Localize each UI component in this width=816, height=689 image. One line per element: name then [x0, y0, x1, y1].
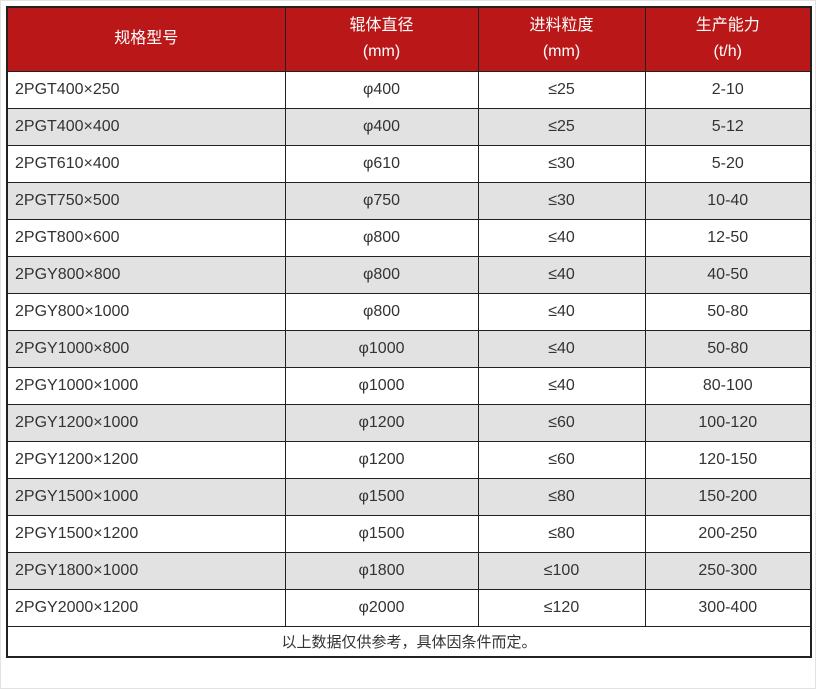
diameter-cell: φ800: [284, 255, 479, 294]
capacity-cell: 150-200: [644, 477, 812, 516]
feed-size-cell: ≤30: [477, 144, 646, 183]
diameter-cell: φ1200: [284, 440, 479, 479]
footer-row: 以上数据仅供参考，具体因条件而定。: [6, 625, 812, 658]
table-row: 2PGY1500×1000 φ1500 ≤80 150-200: [6, 477, 812, 516]
feed-size-cell: ≤80: [477, 514, 646, 553]
model-cell: 2PGT400×250: [6, 70, 286, 109]
table-row: 2PGT800×600 φ800 ≤40 12-50: [6, 218, 812, 257]
diameter-cell: φ1800: [284, 551, 479, 590]
capacity-cell: 80-100: [644, 366, 812, 405]
col-header-model: 规格型号: [6, 6, 286, 72]
model-cell: 2PGY1200×1200: [6, 440, 286, 479]
capacity-cell: 300-400: [644, 588, 812, 627]
capacity-cell: 10-40: [644, 181, 812, 220]
col-header-diameter: 辊体直径 (mm): [284, 6, 479, 72]
feed-size-cell: ≤100: [477, 551, 646, 590]
table-body: 2PGT400×250 φ400 ≤25 2-10 2PGT400×400 φ400 ≤25…: [6, 70, 812, 627]
table-row: 2PGY800×1000 φ800 ≤40 50-80: [6, 292, 812, 331]
diameter-cell: φ1000: [284, 329, 479, 368]
capacity-cell: 200-250: [644, 514, 812, 553]
diameter-cell: φ610: [284, 144, 479, 183]
feed-size-cell: ≤60: [477, 403, 646, 442]
model-cell: 2PGY800×800: [6, 255, 286, 294]
capacity-cell: 2-10: [644, 70, 812, 109]
feed-size-cell: ≤40: [477, 255, 646, 294]
diameter-cell: φ800: [284, 292, 479, 331]
col-header-model-label: 规格型号: [114, 30, 179, 48]
diameter-cell: φ800: [284, 218, 479, 257]
table-row: 2PGY1800×1000 φ1800 ≤100 250-300: [6, 551, 812, 590]
model-cell: 2PGY1800×1000: [6, 551, 286, 590]
diameter-cell: φ2000: [284, 588, 479, 627]
capacity-cell: 5-20: [644, 144, 812, 183]
diameter-cell: φ1500: [284, 514, 479, 553]
model-cell: 2PGY1500×1200: [6, 514, 286, 553]
feed-size-cell: ≤40: [477, 292, 646, 331]
capacity-cell: 12-50: [644, 218, 812, 257]
model-cell: 2PGY1500×1000: [6, 477, 286, 516]
header-row: 规格型号 辊体直径 (mm) 进料粒度 (mm) 生产能力 (t/h): [6, 6, 812, 72]
feed-size-cell: ≤40: [477, 329, 646, 368]
table-row: 2PGT610×400 φ610 ≤30 5-20: [6, 144, 812, 183]
capacity-cell: 50-80: [644, 329, 812, 368]
footer-note: 以上数据仅供参考，具体因条件而定。: [6, 625, 812, 658]
table-header: 规格型号 辊体直径 (mm) 进料粒度 (mm) 生产能力 (t/h): [6, 6, 812, 72]
table-row: 2PGT750×500 φ750 ≤30 10-40: [6, 181, 812, 220]
table-row: 2PGY1200×1000 φ1200 ≤60 100-120: [6, 403, 812, 442]
model-cell: 2PGY1000×1000: [6, 366, 286, 405]
feed-size-cell: ≤60: [477, 440, 646, 479]
col-header-diameter-label: 辊体直径: [349, 17, 414, 35]
col-header-capacity-label: 生产能力: [695, 17, 760, 35]
diameter-cell: φ750: [284, 181, 479, 220]
model-cell: 2PGT400×400: [6, 107, 286, 146]
capacity-cell: 100-120: [644, 403, 812, 442]
col-header-feed-size-unit: (mm): [542, 43, 581, 61]
capacity-cell: 40-50: [644, 255, 812, 294]
feed-size-cell: ≤30: [477, 181, 646, 220]
capacity-cell: 250-300: [644, 551, 812, 590]
feed-size-cell: ≤40: [477, 218, 646, 257]
table-row: 2PGY2000×1200 φ2000 ≤120 300-400: [6, 588, 812, 627]
col-header-feed-size: 进料粒度 (mm): [477, 6, 646, 72]
col-header-diameter-unit: (mm): [362, 43, 401, 61]
table-footer: 以上数据仅供参考，具体因条件而定。: [6, 625, 812, 658]
model-cell: 2PGY1200×1000: [6, 403, 286, 442]
capacity-cell: 5-12: [644, 107, 812, 146]
table-row: 2PGY1500×1200 φ1500 ≤80 200-250: [6, 514, 812, 553]
model-cell: 2PGT750×500: [6, 181, 286, 220]
feed-size-cell: ≤25: [477, 70, 646, 109]
capacity-cell: 50-80: [644, 292, 812, 331]
model-cell: 2PGT610×400: [6, 144, 286, 183]
feed-size-cell: ≤40: [477, 366, 646, 405]
table-row: 2PGT400×400 φ400 ≤25 5-12: [6, 107, 812, 146]
diameter-cell: φ1200: [284, 403, 479, 442]
feed-size-cell: ≤120: [477, 588, 646, 627]
model-cell: 2PGY800×1000: [6, 292, 286, 331]
model-cell: 2PGY2000×1200: [6, 588, 286, 627]
col-header-feed-size-label: 进料粒度: [529, 17, 594, 35]
table-row: 2PGY1000×1000 φ1000 ≤40 80-100: [6, 366, 812, 405]
table-row: 2PGY1200×1200 φ1200 ≤60 120-150: [6, 440, 812, 479]
feed-size-cell: ≤80: [477, 477, 646, 516]
diameter-cell: φ400: [284, 70, 479, 109]
model-cell: 2PGT800×600: [6, 218, 286, 257]
diameter-cell: φ400: [284, 107, 479, 146]
diameter-cell: φ1000: [284, 366, 479, 405]
feed-size-cell: ≤25: [477, 107, 646, 146]
diameter-cell: φ1500: [284, 477, 479, 516]
table-row: 2PGY1000×800 φ1000 ≤40 50-80: [6, 329, 812, 368]
table-row: 2PGT400×250 φ400 ≤25 2-10: [6, 70, 812, 109]
table-row: 2PGY800×800 φ800 ≤40 40-50: [6, 255, 812, 294]
capacity-cell: 120-150: [644, 440, 812, 479]
col-header-capacity-unit: (t/h): [713, 43, 742, 61]
col-header-capacity: 生产能力 (t/h): [644, 6, 812, 72]
model-cell: 2PGY1000×800: [6, 329, 286, 368]
roller-crusher-spec-table: 规格型号 辊体直径 (mm) 进料粒度 (mm) 生产能力 (t/h) 2PGT…: [6, 6, 812, 658]
